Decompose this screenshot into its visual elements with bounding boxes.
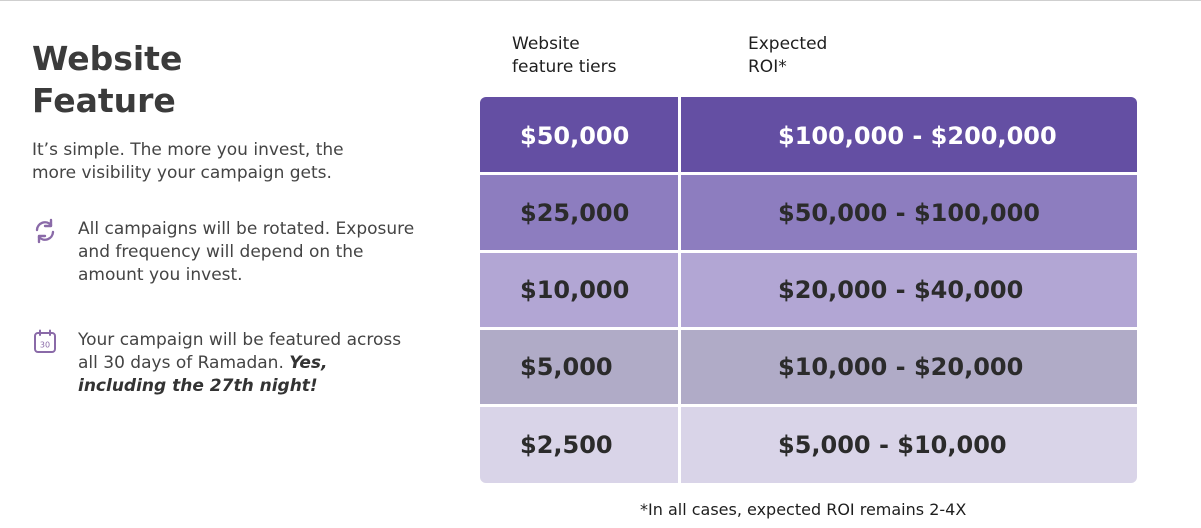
bullet-rotation-text: All campaigns will be rotated. Exposure … xyxy=(78,219,415,285)
bullet-duration-emphasis: Yes, including the 27th night! xyxy=(78,353,328,396)
column-header-tiers-line-2: feature tiers xyxy=(512,57,617,77)
roi-cell: $10,000 - $20,000 xyxy=(778,353,1024,382)
roi-cell: $20,000 - $40,000 xyxy=(778,276,1024,304)
page-title: Website Feature xyxy=(32,38,332,122)
calendar-icon-label: 30 xyxy=(40,341,50,350)
tier-cell: $25,000 xyxy=(520,198,630,227)
tier-cell: $50,000 xyxy=(520,121,630,150)
roi-cell: $100,000 - $200,000 xyxy=(778,121,1057,150)
column-header-roi-line-2: ROI* xyxy=(748,57,787,77)
bullet-duration-main: Your campaign will be featured across al… xyxy=(78,330,402,373)
tier-cell: $10,000 xyxy=(520,276,630,304)
tier-cell: $5,000 xyxy=(520,353,613,382)
row-divider xyxy=(480,404,1137,407)
row-divider xyxy=(480,326,1137,330)
table-row: $10,000 $20,000 - $40,000 xyxy=(480,251,1137,329)
tier-cell: $2,500 xyxy=(520,430,613,459)
intro-text: It’s simple. The more you invest, the mo… xyxy=(32,140,344,183)
row-divider xyxy=(480,172,1137,176)
column-header-tiers-line-1: Website xyxy=(512,34,580,54)
page-title-line-1: Website xyxy=(32,39,183,78)
top-divider xyxy=(0,0,1201,1)
table-row: $50,000 $100,000 - $200,000 xyxy=(480,97,1137,174)
table-row: $2,500 $5,000 - $10,000 xyxy=(480,406,1137,483)
footnote: *In all cases, expected ROI remains 2-4X xyxy=(640,500,967,519)
column-header-roi-line-1: Expected xyxy=(748,34,828,54)
bullet-duration-text: Your campaign will be featured across al… xyxy=(78,329,418,398)
column-header-roi: Expected ROI* xyxy=(748,33,928,79)
roi-cell: $5,000 - $10,000 xyxy=(778,430,1007,459)
column-divider xyxy=(678,97,681,483)
rotate-icon xyxy=(33,218,57,244)
table-row: $25,000 $50,000 - $100,000 xyxy=(480,174,1137,252)
table-row: $5,000 $10,000 - $20,000 xyxy=(480,328,1137,406)
roi-cell: $50,000 - $100,000 xyxy=(778,198,1040,227)
tier-table: $50,000 $100,000 - $200,000 $25,000 $50,000… xyxy=(480,97,1137,483)
calendar-30-icon: 30 xyxy=(33,329,57,355)
row-divider xyxy=(480,249,1137,253)
column-header-tiers: Website feature tiers xyxy=(512,33,692,79)
page-title-line-2: Feature xyxy=(32,81,176,120)
